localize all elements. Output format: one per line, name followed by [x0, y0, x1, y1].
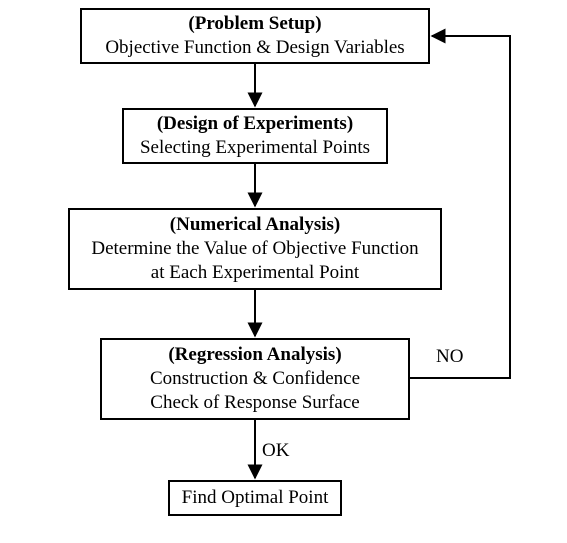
edge-label-ok: OK [262, 440, 289, 462]
node-body-line1: Construction & Confidence [150, 367, 360, 391]
node-body-line2: Check of Response Surface [150, 391, 359, 415]
node-title: (Problem Setup) [188, 12, 321, 36]
node-design-of-experiments: (Design of Experiments) Selecting Experi… [122, 108, 388, 164]
node-body-line2: at Each Experimental Point [151, 261, 359, 285]
node-problem-setup: (Problem Setup) Objective Function & Des… [80, 8, 430, 64]
node-title: (Numerical Analysis) [170, 213, 340, 237]
node-title: (Design of Experiments) [157, 112, 353, 136]
node-numerical-analysis: (Numerical Analysis) Determine the Value… [68, 208, 442, 290]
edge-label-no: NO [436, 346, 463, 368]
edge-n4-n1-feedback [410, 36, 510, 378]
node-body: Selecting Experimental Points [140, 136, 370, 160]
node-body: Find Optimal Point [182, 486, 329, 510]
node-regression-analysis: (Regression Analysis) Construction & Con… [100, 338, 410, 420]
node-body-line1: Determine the Value of Objective Functio… [91, 237, 418, 261]
node-title: (Regression Analysis) [168, 343, 341, 367]
node-find-optimal-point: Find Optimal Point [168, 480, 342, 516]
node-body: Objective Function & Design Variables [105, 36, 404, 60]
